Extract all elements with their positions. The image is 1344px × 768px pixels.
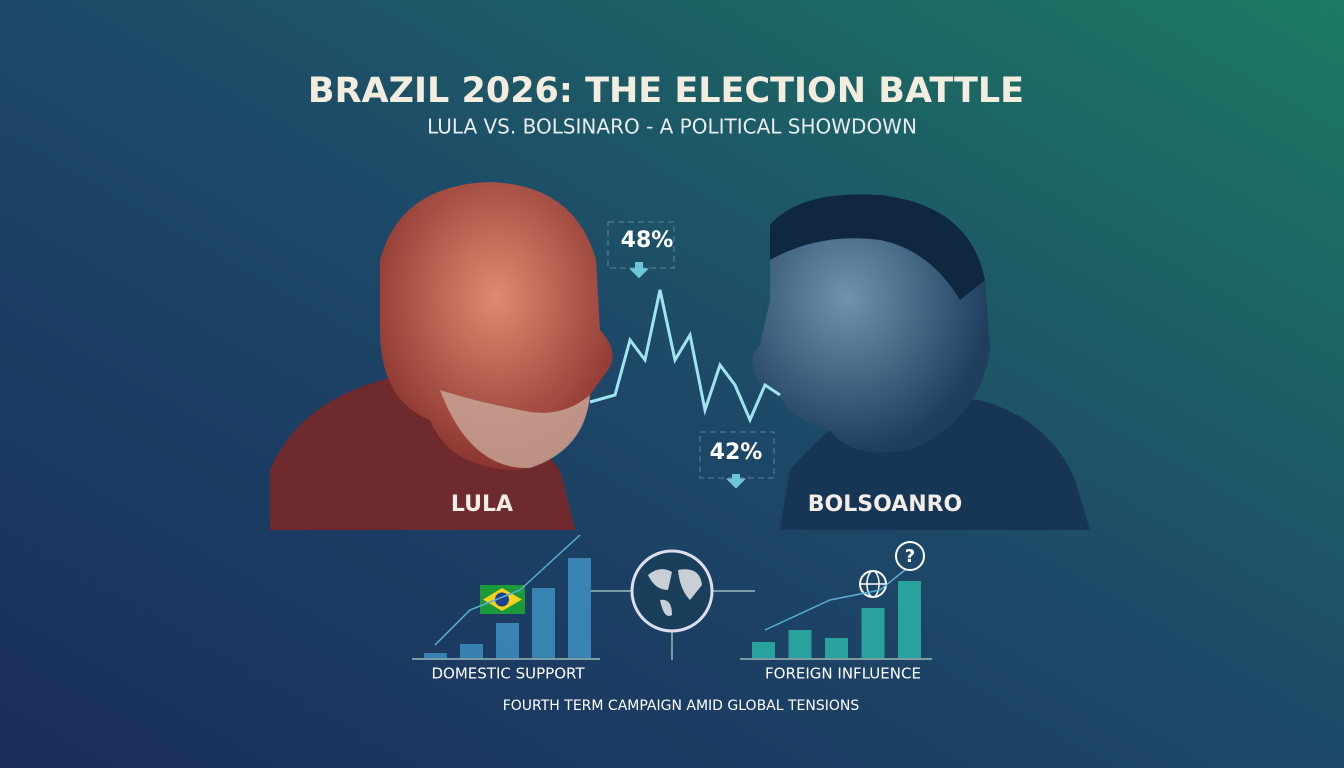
bar [752, 642, 775, 658]
title: BRAZIL 2026: THE ELECTION BATTLE [308, 71, 1024, 111]
bar [532, 588, 555, 658]
globe-icon [590, 549, 755, 660]
bar [460, 644, 483, 658]
share-arrow [726, 474, 746, 489]
footer: FOURTH TERM CAMPAIGN AMID GLOBAL TENSION… [503, 698, 860, 714]
bar [424, 653, 447, 658]
bar [825, 638, 848, 658]
share-arrow [629, 262, 649, 279]
candidate-name: BOLSOANRO [808, 492, 963, 517]
bar [496, 623, 519, 658]
trend-line [434, 534, 581, 646]
panel-label: DOMESTIC SUPPORT [431, 665, 585, 683]
panel-label: FOREIGN INFLUENCE [765, 665, 921, 683]
trend-line [764, 569, 906, 631]
candidate-name: LULA [451, 492, 513, 517]
brazil-flag [480, 585, 525, 614]
bar [788, 630, 812, 658]
bar [568, 558, 591, 658]
subtitle: LULA VS. BOLSINARO - A POLITICAL SHOWDOW… [427, 115, 917, 139]
bolsonaro-portrait [752, 194, 1090, 530]
globe-question-icon: ? [859, 541, 925, 598]
share-label: 42% [710, 440, 763, 465]
share-label: 48% [621, 228, 674, 253]
trend-line [589, 289, 781, 424]
bar [898, 581, 921, 658]
svg-text:?: ? [905, 546, 915, 567]
bar [861, 608, 885, 658]
lula-portrait [270, 182, 613, 530]
